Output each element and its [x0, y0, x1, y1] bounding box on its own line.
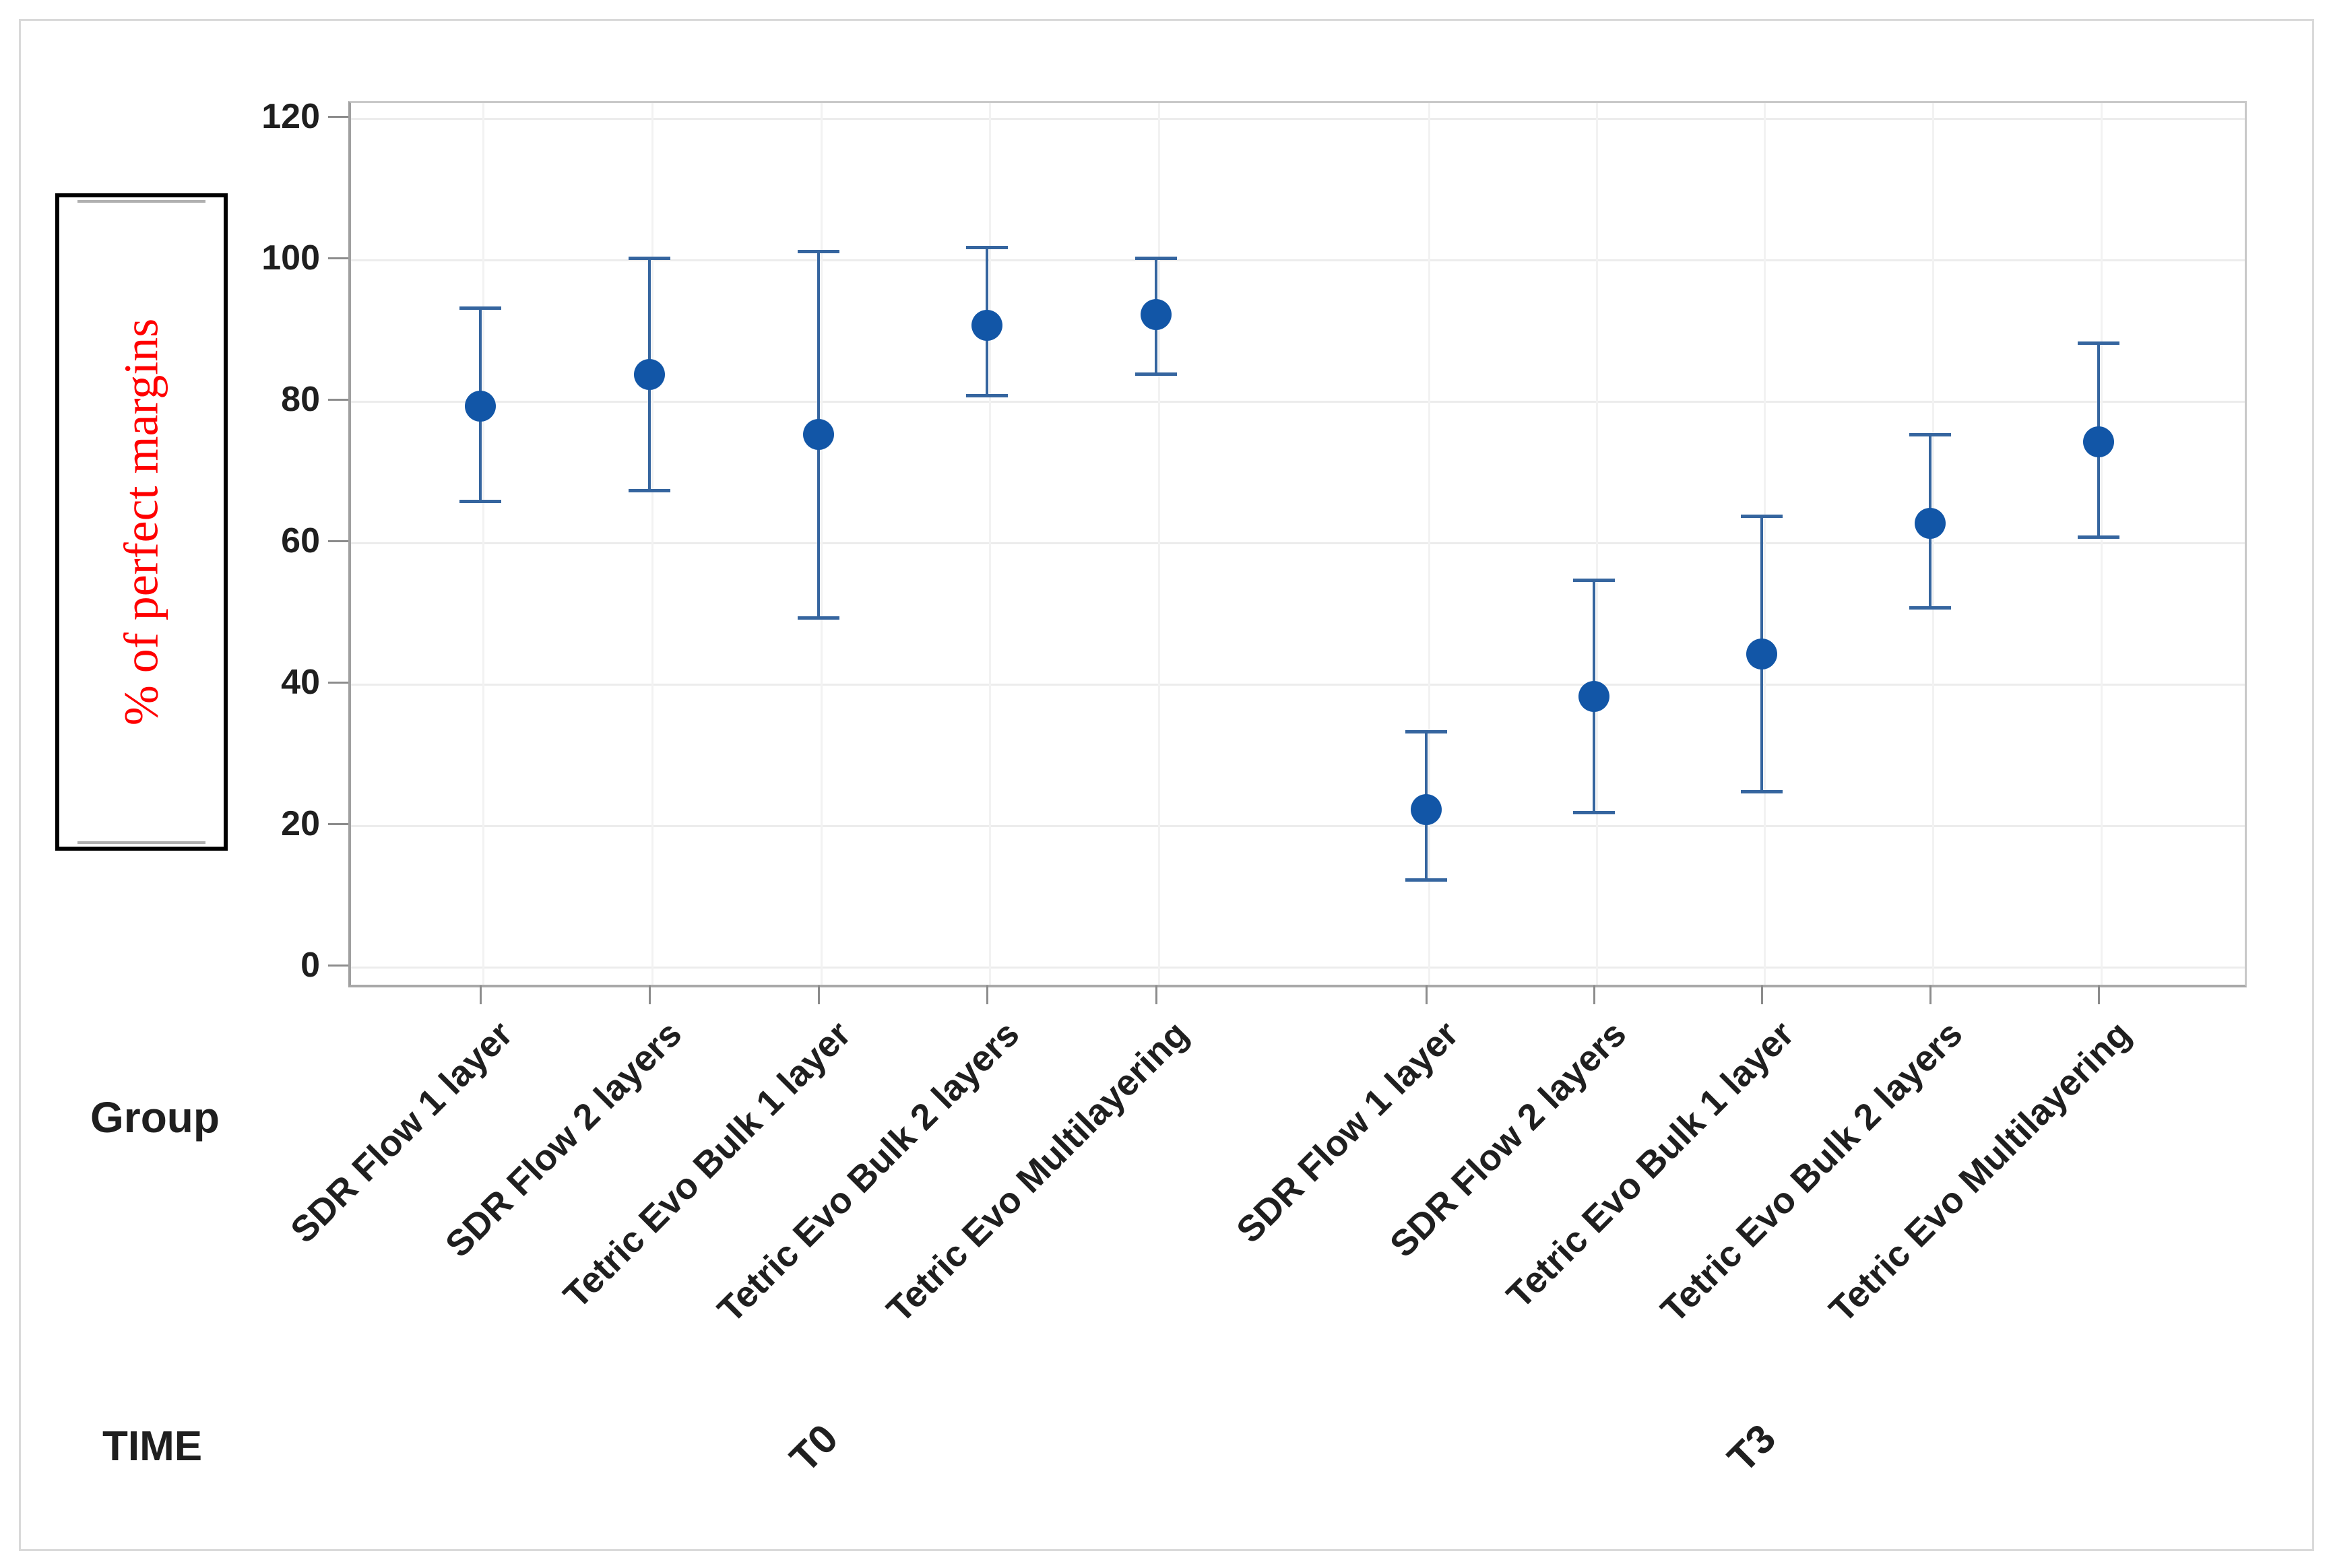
x-axis-tick-0: [479, 985, 482, 1004]
x-axis-tick-3: [986, 985, 989, 1004]
error-bar-cap-bottom-T0-0: [459, 500, 501, 504]
category-label: Tetric Evo Bulk 1 layer: [555, 1013, 859, 1316]
gridline-x-1: [651, 103, 653, 985]
gridline-x-9: [2100, 103, 2103, 985]
time-label-T3: T3: [1719, 1415, 1785, 1481]
error-bar-cap-bottom-T3-0: [1405, 878, 1448, 882]
error-bar-cap-bottom-T0-1: [628, 489, 670, 493]
error-bar-cap-top-T3-4: [2077, 341, 2119, 345]
gridline-x-5: [1428, 103, 1431, 985]
error-bar-cap-bottom-T0-3: [966, 393, 1009, 397]
gridline-y-20: [351, 824, 2245, 827]
category-label: Tetric Evo Bulk 2 layers: [709, 1013, 1027, 1331]
category-label: Tetric Evo Multilayering: [1821, 1013, 2139, 1331]
gridline-x-3: [989, 103, 992, 985]
time-axis-label: TIME: [102, 1423, 203, 1470]
gridline-x-4: [1157, 103, 1160, 985]
y-tick-label-120: 120: [261, 97, 320, 137]
y-axis-tick-20: [328, 822, 348, 825]
label-box-inner-shadow-bottom: [77, 841, 206, 844]
label-box-inner-shadow-top: [77, 200, 206, 203]
x-axis-tick-7: [1761, 985, 1764, 1004]
y-axis-label: % of perfect margins: [114, 318, 168, 726]
gridline-y-0: [351, 966, 2245, 969]
gridline-x-2: [820, 103, 823, 985]
y-tick-label-80: 80: [281, 379, 320, 419]
error-bar-cap-top-T3-2: [1741, 515, 1783, 519]
y-tick-label-0: 0: [300, 945, 320, 985]
mean-marker-T0-1: [633, 359, 665, 391]
error-bar-cap-top-T0-4: [1135, 257, 1177, 261]
error-bar-cap-top-T0-3: [966, 246, 1009, 250]
gridline-y-80: [351, 400, 2245, 403]
y-axis-tick-80: [328, 398, 348, 401]
x-axis-tick-6: [1593, 985, 1596, 1004]
gridline-y-120: [351, 118, 2245, 121]
y-tick-label-40: 40: [281, 662, 320, 702]
gridline-x-6: [1596, 103, 1599, 985]
group-axis-label: Group: [90, 1093, 220, 1142]
y-axis-tick-120: [328, 116, 348, 119]
mean-marker-T0-2: [802, 419, 834, 451]
mean-marker-T0-0: [464, 391, 496, 422]
x-axis-tick-8: [1929, 985, 1932, 1004]
error-bar-cap-bottom-T3-4: [2077, 535, 2119, 539]
x-axis-tick-1: [648, 985, 651, 1004]
plot-area: [348, 101, 2247, 987]
mean-marker-T3-0: [1411, 793, 1442, 825]
x-axis-tick-2: [817, 985, 820, 1004]
gridline-y-100: [351, 259, 2245, 262]
error-bar-cap-bottom-T0-2: [797, 616, 839, 620]
mean-marker-T3-1: [1578, 680, 1610, 712]
error-bar-cap-top-T0-1: [628, 257, 670, 261]
y-tick-label-100: 100: [261, 238, 320, 278]
gridline-x-0: [482, 103, 484, 985]
gridline-y-40: [351, 683, 2245, 686]
x-axis-tick-9: [2097, 985, 2100, 1004]
error-bar-cap-bottom-T3-1: [1573, 811, 1616, 815]
y-tick-label-20: 20: [281, 804, 320, 843]
error-bar-cap-bottom-T0-4: [1135, 372, 1177, 377]
y-axis-tick-0: [328, 964, 348, 967]
gridline-x-8: [1932, 103, 1935, 985]
mean-marker-T3-3: [1915, 507, 1946, 539]
x-axis-tick-5: [1426, 985, 1428, 1004]
error-bar-cap-top-T0-0: [459, 306, 501, 310]
error-bar-cap-top-T3-0: [1405, 730, 1448, 734]
category-label: Tetric Evo Bulk 1 layer: [1499, 1013, 1802, 1316]
mean-marker-T0-4: [1140, 299, 1172, 330]
error-bar-cap-bottom-T3-3: [1909, 606, 1952, 610]
mean-marker-T3-2: [1746, 638, 1778, 669]
category-label: Tetric Evo Bulk 2 layers: [1653, 1013, 1971, 1331]
gridline-x-7: [1764, 103, 1766, 985]
time-label-T0: T0: [781, 1415, 847, 1481]
y-axis-tick-100: [328, 257, 348, 260]
y-axis-tick-40: [328, 681, 348, 684]
mean-marker-T3-4: [2082, 426, 2114, 457]
mean-marker-T0-3: [971, 309, 1003, 341]
y-axis-label-box: % of perfect margins: [55, 193, 228, 851]
error-bar-cap-top-T0-2: [797, 249, 839, 253]
gridline-y-60: [351, 542, 2245, 544]
y-tick-label-60: 60: [281, 521, 320, 560]
category-label: Tetric Evo Multilayering: [879, 1013, 1196, 1331]
error-bar-cap-top-T3-1: [1573, 578, 1616, 582]
y-axis-tick-60: [328, 540, 348, 542]
error-bar-cap-bottom-T3-2: [1741, 789, 1783, 793]
error-bar-cap-top-T3-3: [1909, 433, 1952, 437]
x-axis-tick-4: [1155, 985, 1157, 1004]
